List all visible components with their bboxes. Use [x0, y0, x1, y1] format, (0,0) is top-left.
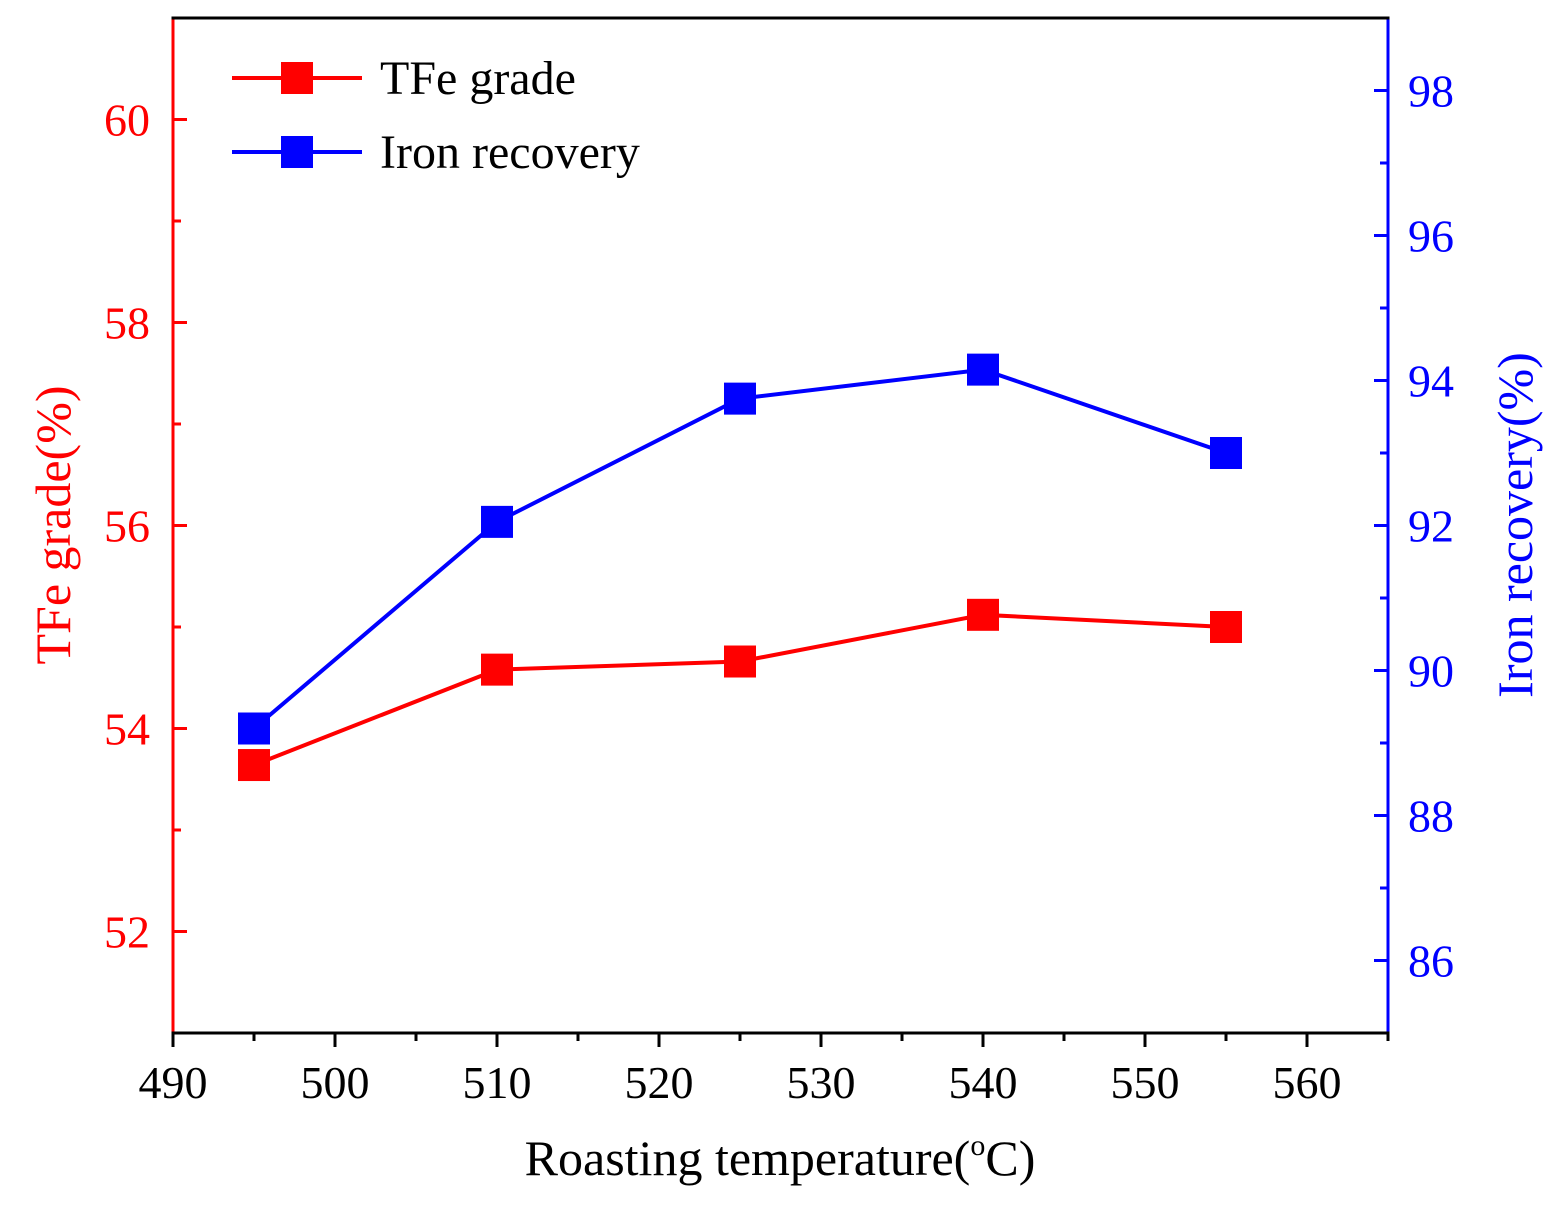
x-tick-label: 500	[301, 1057, 370, 1108]
series-tfe-grade	[238, 598, 1242, 782]
left-axis-title: TFe grade(%)	[25, 385, 81, 664]
right-axis-title: Iron recovery(%)	[1487, 352, 1543, 698]
legend-label: TFe grade	[380, 52, 576, 105]
data-point	[481, 505, 513, 538]
data-point	[967, 598, 999, 631]
data-point	[1210, 437, 1242, 469]
data-point	[238, 749, 270, 782]
legend: TFe grade Iron recovery	[232, 52, 640, 179]
data-point	[481, 653, 513, 686]
legend-marker	[281, 136, 313, 168]
data-point	[238, 712, 270, 745]
x-tick-label: 560	[1273, 1057, 1342, 1108]
right-tick-label: 98	[1408, 66, 1454, 117]
axes: 490 500 510 520 530 540 550 560 52 54 56 58 60 86 88 90…	[104, 16, 1454, 1108]
x-tick-label: 520	[625, 1057, 694, 1108]
x-tick-label: 540	[949, 1057, 1018, 1108]
left-tick-label: 52	[104, 907, 150, 958]
right-tick-label: 86	[1408, 936, 1454, 987]
x-tick-label: 550	[1111, 1057, 1180, 1108]
right-tick-label: 94	[1408, 356, 1454, 407]
x-tick-label: 490	[139, 1057, 208, 1108]
data-point	[724, 645, 756, 678]
data-point	[1210, 611, 1242, 643]
data-point	[967, 353, 999, 386]
axis-titles: Roasting temperature(oC) TFe grade(%) Iron…	[25, 352, 1543, 1186]
legend-label: Iron recovery	[380, 126, 640, 179]
left-tick-label: 60	[104, 95, 150, 146]
left-tick-label: 54	[104, 704, 150, 755]
series-line	[253, 612, 1227, 767]
right-tick-label: 96	[1408, 211, 1454, 262]
left-tick-label: 56	[104, 501, 150, 552]
right-tick-label: 90	[1408, 646, 1454, 697]
x-tick-label: 510	[463, 1057, 532, 1108]
x-axis-title: Roasting temperature(oC)	[525, 1129, 1036, 1186]
x-tick-label: 530	[787, 1057, 856, 1108]
left-tick-label: 58	[104, 298, 150, 349]
series-iron-recovery	[238, 353, 1242, 745]
series-layer	[238, 353, 1242, 782]
right-tick-label: 88	[1408, 791, 1454, 842]
data-point	[724, 382, 756, 415]
right-tick-label: 92	[1408, 501, 1454, 552]
legend-marker	[281, 62, 313, 94]
